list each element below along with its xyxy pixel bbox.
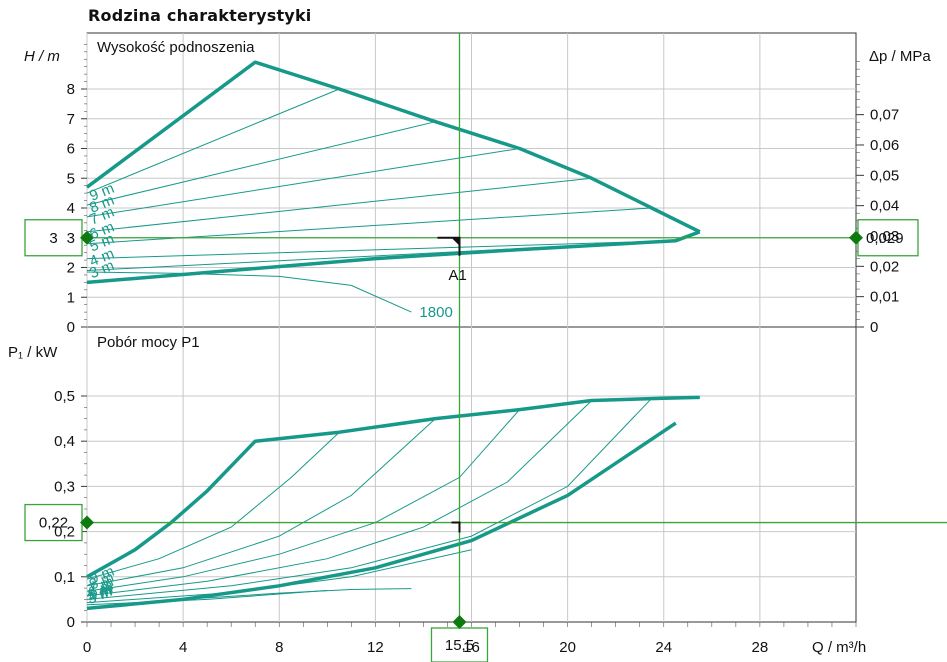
head-y-tick-label: 5 [67,170,75,187]
flow-readout-diamond [452,615,467,629]
power-y-tick-label: 0,4 [54,433,75,450]
head-curve-4m [86,240,676,260]
power-curve-7m [86,409,520,592]
head-y-tick-label: 0 [67,319,75,336]
head-readout-box [24,219,83,257]
head-envelope-min [86,230,701,285]
head-curve-8m [86,121,436,206]
x-tick-label: 28 [752,639,769,656]
power-y-tick-label: 0 [67,614,75,631]
power-curve-9m [86,431,340,580]
speed-curve-label: 1800 [419,304,452,321]
power-y-tick-label: 0,2 [54,524,75,541]
head-curve-7m [86,148,520,218]
x-tick-label: 0 [83,639,91,656]
pressure-readout-diamond [849,230,863,245]
pressure-tick-label: 0,04 [870,198,899,215]
pressure-tick-label: 0,02 [870,258,899,275]
pressure-tick-label: 0,07 [870,107,899,124]
pressure-tick-label: 0,03 [870,228,899,245]
power-curve-6m [86,400,593,597]
pressure-tick-label: 0 [870,319,878,336]
head-envelope-max [85,60,701,234]
pressure-readout: 0,029 [866,230,904,247]
x-tick-label: 12 [367,639,384,656]
head-y-axis-label: H / m [24,48,60,65]
head-curve-6m [86,177,592,233]
flow-x-axis-label: Q / m³/h [812,639,866,656]
head-panel-title: Wysokość podnoszenia [97,39,255,56]
power-y-tick-label: 0,3 [54,478,75,495]
x-tick-label: 20 [559,639,576,656]
power-curve-8m [86,418,436,587]
pressure-tick-label: 0,01 [870,289,899,306]
pressure-tick-label: 0,06 [870,137,899,154]
chart-title: Rodzina charakterystyki [88,6,312,25]
power-point-marker [451,521,461,533]
head-y-tick-label: 1 [67,289,75,306]
power-readout: 0,22 [39,515,68,532]
operating-point-notch [451,237,460,246]
operating-point-label: A1 [448,267,466,284]
pressure-readout-box [857,219,919,257]
head-y-tick-label: 7 [67,111,75,128]
power-y-tick-label: 0,5 [54,388,75,405]
x-tick-label: 24 [655,639,672,656]
head-y-tick-label: 2 [67,260,75,277]
head-y-tick-label: 4 [67,200,75,217]
head-readout: 3 [49,230,57,247]
power-envelope-min [86,421,677,611]
head-y-tick-label: 3 [67,230,75,247]
head-curve-1800 [86,271,412,313]
flow-readout: 15,5 [445,637,474,654]
power-curve-5m [86,397,653,600]
power-panel-title: Pobór mocy P1 [97,334,200,351]
head-readout-diamond [80,230,94,245]
head-y-tick-label: 6 [67,141,75,158]
power-readout-box [24,503,83,542]
x-tick-label: 8 [275,639,283,656]
head-curve-9m [86,88,340,194]
head-y-tick-label: 8 [67,81,75,98]
x-tick-label: 4 [179,639,187,656]
power-y-axis-label: P₁ / kW [8,344,58,361]
power-y-tick-label: 0,1 [54,569,75,586]
power-readout-diamond [80,515,94,530]
pressure-tick-label: 0,05 [870,167,899,184]
x-tick-label: 16 [463,639,480,656]
pressure-y-axis-label: Δp / MPa [869,48,931,65]
power-envelope-max [86,395,700,579]
